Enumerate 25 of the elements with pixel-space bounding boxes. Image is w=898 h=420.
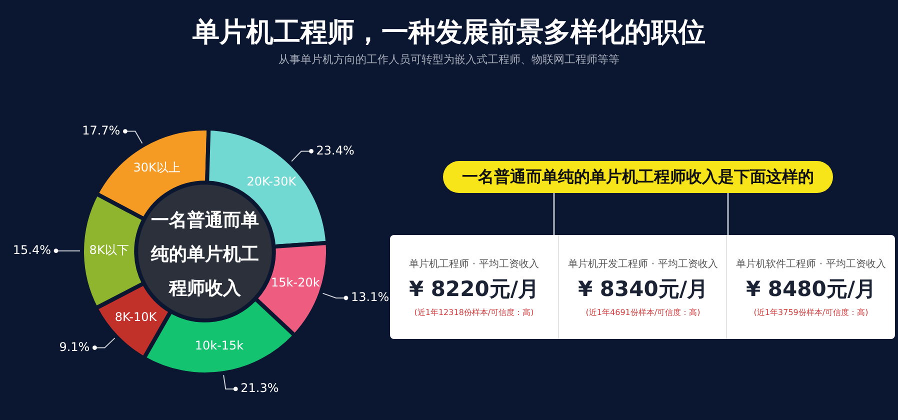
data-label: 21.3% xyxy=(240,381,279,396)
text: ¥ 8220元/月 xyxy=(408,276,540,302)
text: 单片机开发工程师 · 平均工资收入 xyxy=(567,258,719,270)
data-label: 15.4% xyxy=(12,242,51,257)
text: 一名普通而单纯的单片机工程师收入 xyxy=(150,209,260,301)
text: 从事单片机方向的工作人员可转型为嵌入式工程师、物联网工程师等等 xyxy=(278,52,620,67)
slice-label: 15k-20k xyxy=(271,276,320,290)
slice-label: 8K以下 xyxy=(89,243,129,258)
slice-label: 10k-15k xyxy=(194,338,244,352)
text: 一名普通而单纯的单片机工程师收入是下面这样的 xyxy=(443,161,833,193)
text: (近1年12318份样本/可信度：高) xyxy=(414,306,534,318)
text: 单片机工程师，一种发展前景多样化的职位 xyxy=(192,16,706,50)
data-label: 17.7% xyxy=(82,123,120,138)
text: ¥ 8340元/月 xyxy=(578,276,708,302)
data-label: 13.1% xyxy=(350,290,390,304)
text: 单片机工程师 · 平均工资收入 xyxy=(408,258,540,270)
slice-label: 8K-10K xyxy=(114,310,158,324)
data-label: 9.1% xyxy=(59,340,90,354)
text: (近1年3759份样本/可信度：高) xyxy=(754,306,868,318)
slice-label: 20K-30K xyxy=(246,174,298,188)
text: (近1年4691份样本/可信度：高) xyxy=(586,306,700,318)
slice-label: 30K以上 xyxy=(133,160,180,175)
data-label: 23.4% xyxy=(316,143,354,158)
text: ¥ 8480元/月 xyxy=(746,276,876,302)
text: 单片机软件工程师 · 平均工资收入 xyxy=(735,258,887,270)
